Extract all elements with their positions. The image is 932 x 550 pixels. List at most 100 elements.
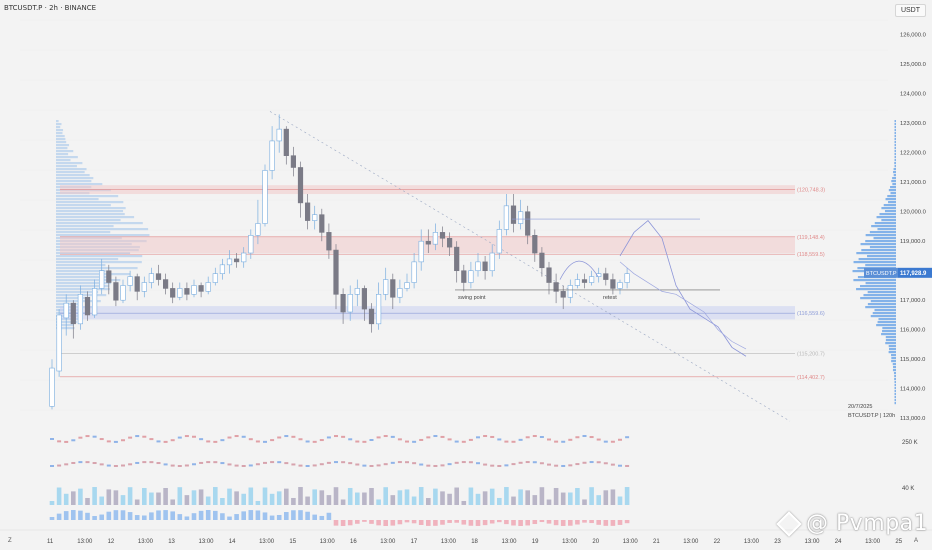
volume-bar <box>376 499 381 505</box>
volume-bar <box>234 491 239 505</box>
volume-profile-bar-right <box>876 216 896 219</box>
volume-profile-bar-right <box>893 174 896 177</box>
momentum-bar <box>589 520 594 524</box>
volume-profile-bar <box>56 132 63 135</box>
volume-profile-bar <box>56 276 110 279</box>
momentum-bar <box>362 520 367 522</box>
volume-profile-bar <box>56 219 121 222</box>
oscillator-bar-2 <box>184 464 189 467</box>
volume-bar <box>163 487 168 505</box>
volume-bar <box>56 487 62 505</box>
volume-profile-bar-right <box>894 393 896 396</box>
candle <box>368 308 375 325</box>
volume-profile-bar <box>56 279 121 282</box>
volume-bar <box>298 487 303 505</box>
volume-bar <box>205 496 211 505</box>
candle <box>361 288 368 310</box>
volume-bar <box>291 497 296 505</box>
volume-profile-bar-right <box>881 333 896 336</box>
x-tick-label: 20 <box>592 539 599 545</box>
momentum-bar <box>177 514 183 520</box>
y-tick-label: 116,000.0 <box>900 328 925 334</box>
x-tick-label: 15 <box>289 539 296 545</box>
candle <box>113 282 119 301</box>
volume-bar <box>596 495 601 505</box>
oscillator-bar-2 <box>113 464 118 467</box>
volume-profile-bar <box>56 141 67 144</box>
momentum-bar <box>213 510 218 520</box>
momentum-bar <box>326 512 332 520</box>
oscillator-bar-2 <box>319 463 324 466</box>
candle <box>312 214 318 221</box>
oscillator-bar-2 <box>263 461 267 464</box>
volume-profile-bar <box>56 285 110 288</box>
y-tick-label: 125,000.0 <box>900 62 926 68</box>
oscillator-bar-2 <box>78 461 83 464</box>
volume-bar <box>262 487 268 505</box>
oscillator-bar <box>561 440 566 443</box>
momentum-bar <box>511 520 516 526</box>
x-tick-label: 13:00 <box>805 539 821 545</box>
oscillator-bar <box>199 438 204 441</box>
volume-profile-bar-right <box>894 141 896 144</box>
momentum-bar <box>461 520 467 525</box>
momentum-bar <box>227 516 232 520</box>
volume-bar <box>525 490 530 505</box>
oscillator-bar <box>433 435 438 438</box>
auto-scale-label[interactable]: A <box>913 538 918 544</box>
volume-profile-bar-right <box>894 144 896 147</box>
oscillator-bar-2 <box>447 463 452 466</box>
x-tick-label: 22 <box>714 539 721 545</box>
volume-bar <box>312 489 317 505</box>
oscillator-bar-2 <box>369 464 374 467</box>
oscillator-bar <box>547 438 551 441</box>
oscillator-bar <box>142 435 147 438</box>
momentum-bar <box>305 511 310 520</box>
oscillator-bar <box>476 436 480 439</box>
volume-bar <box>347 487 353 505</box>
volume-profile-bar-right <box>876 324 896 327</box>
volume-bar <box>575 488 580 505</box>
oscillator-bar <box>468 438 473 441</box>
volume-scale-label: 250 K <box>902 440 918 446</box>
volume-profile-bar <box>56 138 66 141</box>
momentum-bar <box>163 510 168 520</box>
projection-path <box>619 220 747 357</box>
x-tick-label: 19 <box>532 539 539 545</box>
volume-bar <box>220 498 225 505</box>
volume-profile-bar-right <box>871 225 896 228</box>
oscillator-bar <box>589 436 594 439</box>
volume-profile-bar-right <box>860 285 896 288</box>
momentum-bar <box>418 520 424 526</box>
candle <box>77 294 83 325</box>
oscillator-bar <box>518 438 523 441</box>
level-label: (114,402.7) <box>797 375 825 381</box>
oscillator-bar-2 <box>85 461 90 464</box>
oscillator-bar-2 <box>362 464 367 467</box>
oscillator-bar <box>213 440 218 443</box>
candle <box>574 279 580 286</box>
volume-profile-bar-right <box>893 372 896 375</box>
zoom-corner-label[interactable]: Z <box>8 538 12 544</box>
momentum-bar <box>617 520 623 525</box>
oscillator-bar-2 <box>468 461 473 464</box>
level-label: (116,559.6) <box>797 311 825 317</box>
volume-bar <box>582 499 587 505</box>
candle <box>297 167 304 204</box>
candle <box>269 140 275 171</box>
oscillator-bar <box>192 435 196 438</box>
oscillator-bar-2 <box>483 463 488 466</box>
current-price-symbol-tag <box>864 267 898 278</box>
oscillator-bar <box>341 435 346 438</box>
watermark-text: @ Pvmpa1 <box>806 511 929 536</box>
oscillator-bar <box>490 435 495 438</box>
volume-profile-bar-right <box>861 249 896 252</box>
momentum-bar <box>134 515 140 520</box>
currency-unit-button[interactable]: USDT <box>894 4 926 17</box>
momentum-bar <box>149 512 154 520</box>
volume-bar <box>418 487 424 505</box>
volume-profile-bar-right <box>865 240 896 243</box>
volume-profile-bar-right <box>894 138 896 141</box>
volume-profile-bar-right <box>888 351 896 354</box>
